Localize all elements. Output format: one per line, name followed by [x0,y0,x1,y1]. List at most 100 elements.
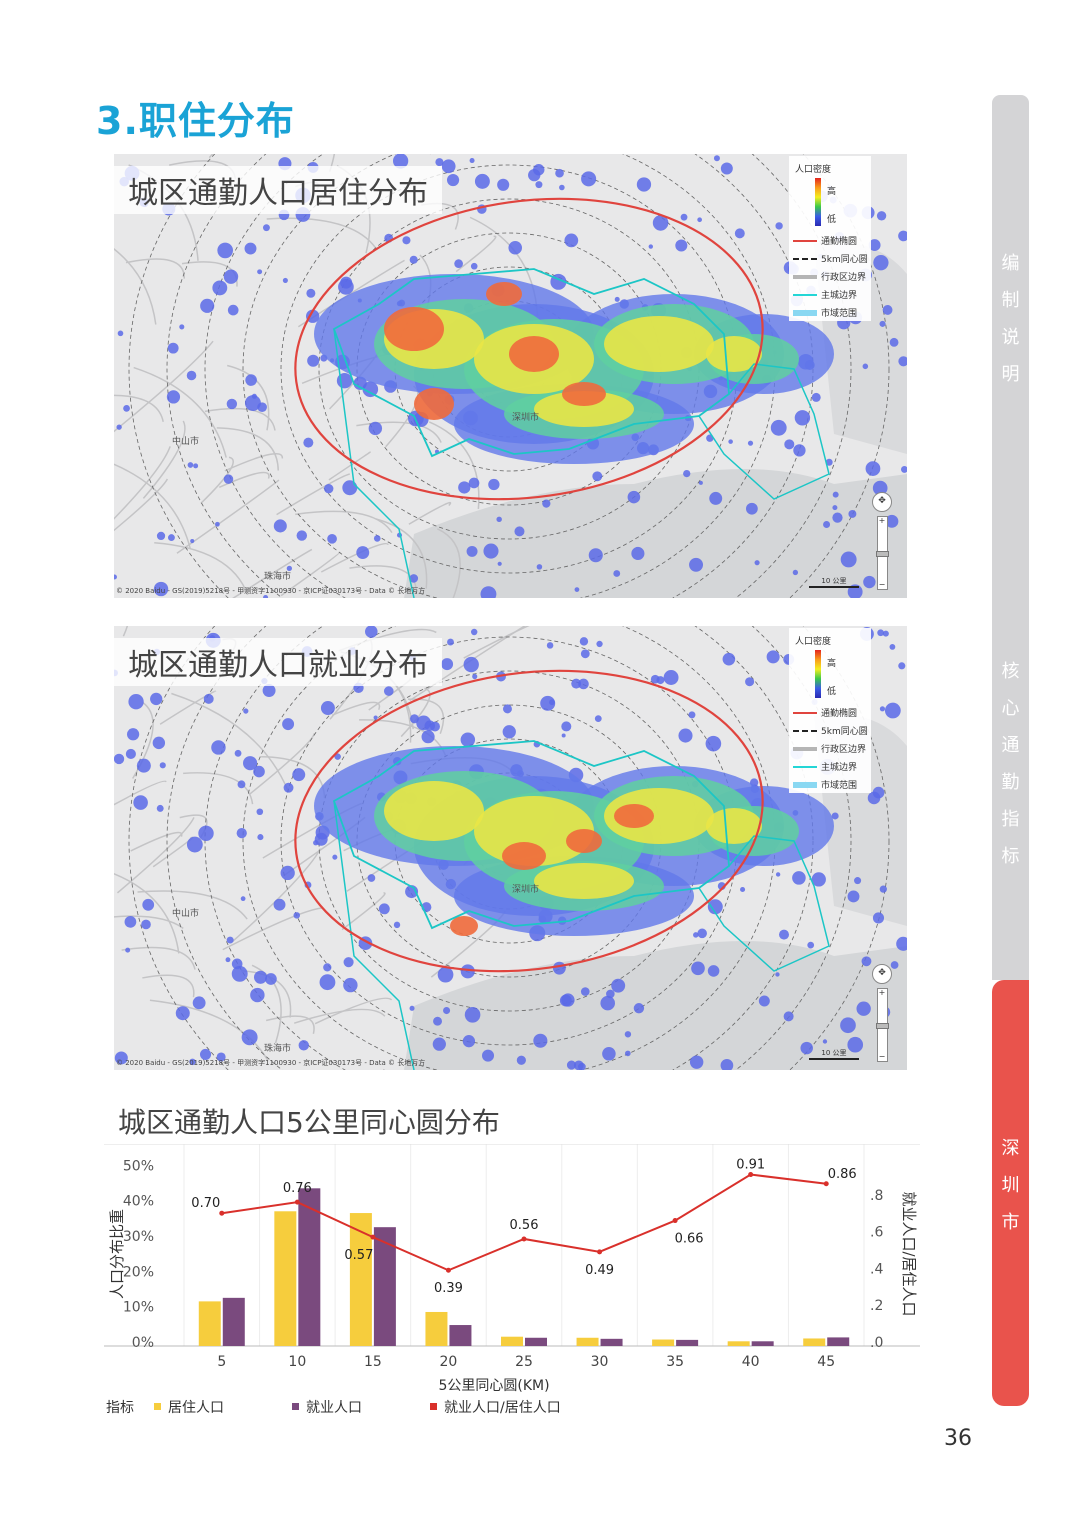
density-dot [854,877,862,885]
zoom-out-icon[interactable]: − [878,580,886,589]
density-dot [282,277,288,283]
density-dot [832,512,843,523]
density-dot [746,502,758,515]
density-dot [825,458,833,466]
zoom-slider[interactable]: + − [875,988,889,1062]
density-dot [460,732,476,748]
density-dot [516,1055,526,1065]
density-dot [462,1035,476,1048]
density-dot [678,728,693,743]
density-dot [307,354,320,367]
zoom-slider[interactable]: + − [875,516,889,590]
commute-ellipse [294,197,764,501]
side-tab-hexin[interactable]: 核心通勤指标 [992,535,1029,980]
bar-employment [676,1339,699,1346]
density-dot [117,330,124,337]
x-tick-label: 5 [217,1354,226,1370]
density-dot [342,480,358,496]
density-dot [292,768,306,782]
density-dot [223,269,239,284]
density-dot [474,173,490,189]
density-dot [231,965,248,982]
legend-swatch [793,293,817,296]
legend-item-ellipse: 通勤椭圆 [793,234,857,247]
legend-swatch [292,1403,299,1410]
ring-5km [128,626,890,1070]
density-dot [203,693,214,704]
density-dot [253,970,268,984]
x-tick-label: 10 [288,1354,306,1370]
density-yellow [474,796,594,866]
legend-high: 高 [827,187,837,197]
density-dot [273,519,287,533]
zoom-in-icon[interactable]: + [878,516,886,525]
side-tab-char: 明 [1001,364,1020,385]
density-dot [179,324,185,330]
density-yellow [534,863,634,899]
zoom-in-icon[interactable]: + [878,988,886,997]
density-dot [831,812,839,820]
density-dot [373,535,381,542]
zoom-knob[interactable] [875,551,889,557]
pan-icon[interactable]: ✥ [872,964,892,984]
density-dot [116,424,122,430]
density-dot [709,491,723,505]
ratio-label: 0.70 [191,1196,220,1211]
density-dot [596,640,603,648]
legend-swatch [793,765,817,768]
road-line [320,543,389,573]
x-tick-label: 35 [666,1354,684,1370]
bar-residence [652,1339,675,1346]
bar-employment [449,1325,472,1346]
zoom-control[interactable]: ✥ + − [872,492,892,590]
density-dot [502,725,516,739]
side-tab-shenzhen[interactable]: 深圳市 [992,980,1029,1406]
zoom-knob[interactable] [875,1023,889,1029]
ratio-label: 0.49 [585,1263,614,1278]
density-dot [807,941,815,949]
legend-swatch [793,274,817,279]
density-dot [552,961,566,975]
bar-residence [803,1338,826,1346]
density-dot [433,1016,442,1026]
bar-residence [274,1211,297,1346]
road-line [149,999,269,1062]
zoom-out-icon[interactable]: − [878,1052,886,1061]
density-dot [728,439,733,444]
page-number: 36 [944,1426,972,1451]
density-dot [876,211,887,221]
side-tab-bianzhi[interactable]: 编制说明 [992,95,1029,535]
road-line [116,817,195,894]
plot-area [184,1144,864,1346]
density-dot [879,320,886,327]
density-dot [707,965,720,977]
y2-axis-label: 就业人口/居住人口 [900,1191,918,1316]
zoom-control[interactable]: ✥ + − [872,964,892,1062]
density-dot [327,533,337,544]
density-dot [187,462,194,468]
density-red [450,916,478,936]
road-line [463,626,530,659]
density-dot [698,480,703,485]
map-legend: 人口密度 高 低 通勤椭圆 5km同心圆 行政区边界 主城边界 市域范围 [789,156,871,321]
density-dot [675,239,688,252]
density-dot [600,995,615,1011]
pan-icon[interactable]: ✥ [872,492,892,512]
ring-5km [166,154,852,598]
density-dot [114,1051,128,1065]
density-dot [758,995,770,1007]
road-line [181,261,238,287]
residence-map: 深圳市 中山市 珠海市 城区通勤人口居住分布 人口密度 高 低 通勤椭圆 5km同心… [114,154,907,598]
side-tab-char: 标 [1001,846,1020,867]
density-dot [848,509,857,518]
density-ramp [815,178,821,226]
density-dot [555,168,564,178]
density-dot [298,1040,309,1051]
density-dot [549,699,555,706]
road-line [121,946,196,970]
density-dot [689,1055,704,1069]
legend-item-city-extent: 市域范围 [793,778,857,791]
density-dot [319,974,336,991]
bar-residence [349,1213,372,1346]
bar-residence [501,1336,523,1346]
